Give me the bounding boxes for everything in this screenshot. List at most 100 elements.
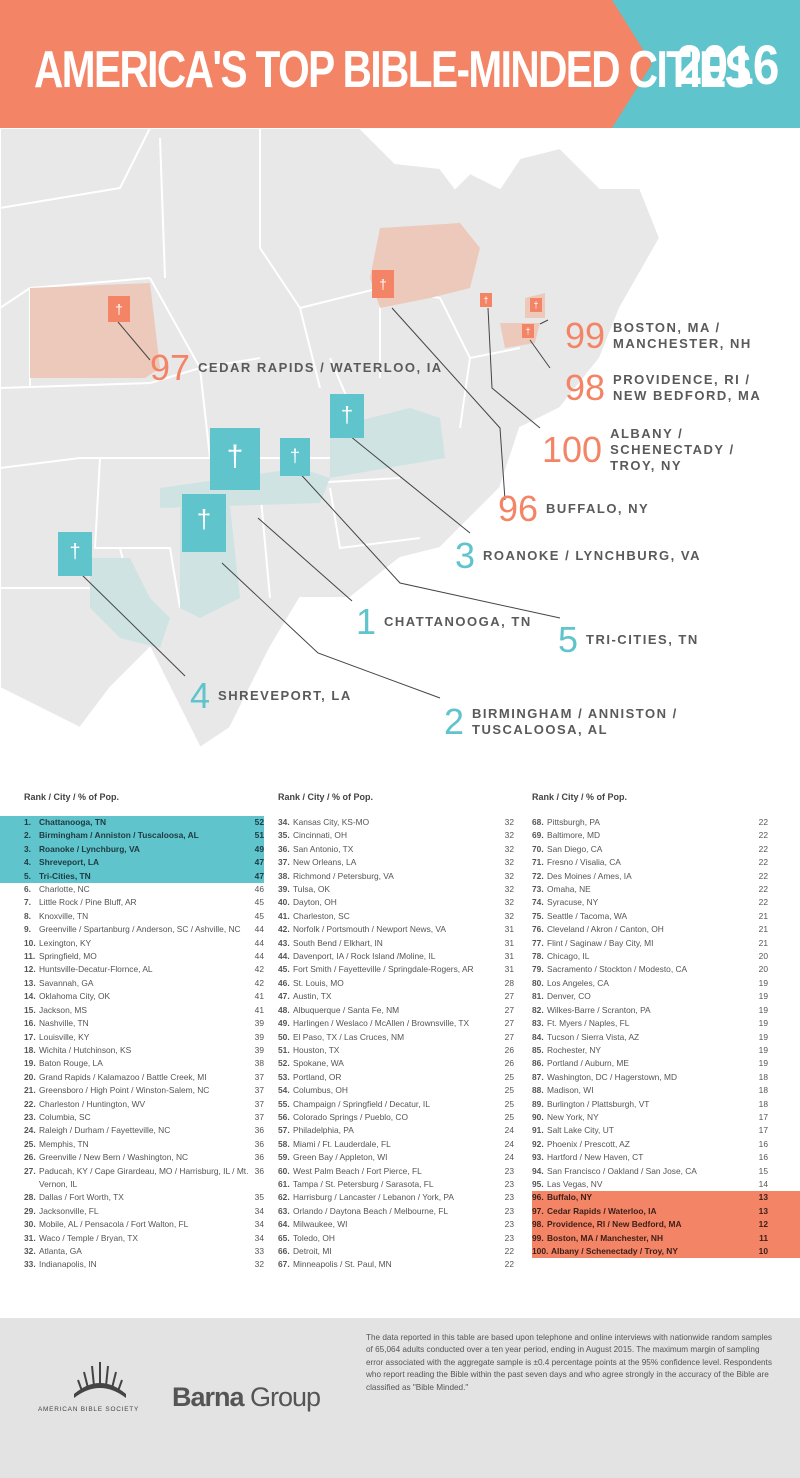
row-percent: 32 (504, 830, 514, 841)
abs-logo-icon (74, 1362, 126, 1398)
row-city: Wichita / Hutchinson, KS (39, 1044, 132, 1055)
header-bands (0, 0, 800, 128)
table-row: 22. Charleston / Huntington, WV 37 (24, 1098, 264, 1111)
row-rank: 3. (24, 843, 31, 854)
row-percent: 27 (504, 1004, 514, 1015)
row-percent: 22 (758, 830, 768, 841)
row-city: Hartford / New Haven, CT (547, 1152, 644, 1163)
row-percent: 37 (254, 1111, 264, 1122)
row-percent: 24 (504, 1152, 514, 1163)
book-icon-cedar-rapids: † (108, 296, 130, 322)
row-percent: 25 (504, 1098, 514, 1109)
row-rank: 30. (24, 1219, 36, 1230)
row-rank: 50. (278, 1031, 290, 1042)
row-rank: 90. (532, 1111, 544, 1122)
header-banner: AMERICA'S TOP BIBLE-MINDED CITIES 2016 (0, 0, 800, 128)
row-city: Buffalo, NY (547, 1192, 593, 1203)
row-rank: 27. (24, 1165, 36, 1176)
row-rank: 40. (278, 897, 290, 908)
row-rank: 39. (278, 884, 290, 895)
row-percent: 23 (504, 1232, 514, 1243)
table-row: 38. Richmond / Petersburg, VA 32 (278, 870, 514, 883)
row-percent: 19 (758, 977, 768, 988)
row-percent: 27 (504, 1031, 514, 1042)
table-row: 39. Tulsa, OK 32 (278, 883, 514, 896)
year-label: 2016 (676, 33, 779, 96)
row-rank: 16. (24, 1018, 36, 1029)
table-row: 79. Sacramento / Stockton / Modesto, CA 20 (532, 963, 768, 976)
row-percent: 17 (758, 1125, 768, 1136)
table-row: 57. Philadelphia, PA 24 (278, 1124, 514, 1137)
column-rows: 1. Chattanooga, TN 52 2. Birmingham / Annist… (0, 816, 264, 1272)
table-row: 4. Shreveport, LA 47 (0, 856, 264, 870)
row-rank: 74. (532, 897, 544, 908)
table-row: 94. San Francisco / Oakland / San Jose, C… (532, 1165, 768, 1178)
column-rows: 68. Pittsburgh, PA 22 69. Baltimore, MD 22 70.… (532, 816, 800, 1259)
row-rank: 66. (278, 1246, 290, 1256)
table-row: 81. Denver, CO 19 (532, 990, 768, 1003)
row-rank: 96. (532, 1192, 544, 1203)
table-row: 98. Providence, RI / New Bedford, MA 12 (532, 1218, 800, 1232)
table-row: 7. Little Rock / Pine Bluff, AR 45 (24, 896, 264, 909)
row-percent: 22 (758, 817, 768, 827)
row-city: Tampa / St. Petersburg / Sarasota, FL (293, 1178, 434, 1189)
row-rank: 12. (24, 964, 36, 975)
table-row: 43. South Bend / Elkhart, IN 31 (278, 937, 514, 950)
table-row: 69. Baltimore, MD 22 (532, 829, 768, 842)
row-percent: 32 (254, 1259, 264, 1270)
row-percent: 36 (254, 1165, 264, 1176)
row-rank: 79. (532, 964, 544, 975)
row-city: Harlingen / Weslaco / McAllen / Brownsvi… (293, 1018, 470, 1029)
table-row: 25. Memphis, TN 36 (24, 1138, 264, 1151)
region-la (90, 558, 170, 648)
book-icon-boston: † (530, 298, 542, 312)
row-city: Orlando / Daytona Beach / Melbourne, FL (293, 1205, 449, 1216)
row-rank: 32. (24, 1246, 36, 1256)
row-city: Portland / Auburn, ME (547, 1058, 629, 1069)
row-city: San Antonio, TX (293, 843, 354, 854)
row-city: Las Vegas, NV (547, 1178, 603, 1189)
row-city: Savannah, GA (39, 977, 94, 988)
row-city: Cleveland / Akron / Canton, OH (547, 924, 664, 935)
book-icon-albany: † (480, 293, 492, 307)
table-row: 88. Madison, WI 18 (532, 1084, 768, 1097)
row-rank: 78. (532, 951, 544, 962)
row-city: Boston, MA / Manchester, NH (547, 1232, 664, 1243)
row-city: Syracuse, NY (547, 897, 599, 908)
book-icon-chattanooga: † (210, 428, 260, 490)
row-city: Toledo, OH (293, 1232, 335, 1243)
row-city: Des Moines / Ames, IA (547, 870, 632, 881)
row-city: Harrisburg / Lancaster / Lebanon / York,… (293, 1192, 454, 1203)
row-rank: 34. (278, 817, 290, 827)
table-row: 76. Cleveland / Akron / Canton, OH 21 (532, 923, 768, 936)
row-city: Indianapolis, IN (39, 1259, 97, 1270)
row-rank: 84. (532, 1031, 544, 1042)
row-percent: 17 (758, 1111, 768, 1122)
row-city: Atlanta, GA (39, 1246, 82, 1256)
column-header: Rank / City / % of Pop. (532, 792, 628, 802)
callout-shreveport: 4 SHREVEPORT, LA (190, 678, 352, 714)
table-row: 67. Minneapolis / St. Paul, MN 22 (278, 1258, 514, 1271)
row-rank: 29. (24, 1205, 36, 1216)
table-row: 16. Nashville, TN 39 (24, 1017, 264, 1030)
row-percent: 47 (254, 857, 264, 868)
row-city: Knoxville, TN (39, 910, 89, 921)
row-percent: 12 (758, 1219, 768, 1230)
row-city: Charlotte, NC (39, 884, 90, 895)
row-percent: 22 (758, 884, 768, 895)
row-percent: 32 (504, 817, 514, 827)
row-percent: 32 (504, 910, 514, 921)
row-city: Columbus, OH (293, 1085, 348, 1096)
row-rank: 97. (532, 1205, 544, 1216)
row-percent: 18 (758, 1071, 768, 1082)
row-rank: 33. (24, 1259, 36, 1270)
svg-text:†: † (197, 504, 211, 534)
row-city: Chicago, IL (547, 951, 590, 962)
row-city: Memphis, TN (39, 1138, 89, 1149)
row-city: Milwaukee, WI (293, 1219, 348, 1230)
table-row: 90. New York, NY 17 (532, 1111, 768, 1124)
row-city: Richmond / Petersburg, VA (293, 870, 394, 881)
row-rank: 28. (24, 1192, 36, 1203)
row-percent: 13 (758, 1192, 768, 1203)
row-rank: 22. (24, 1098, 36, 1109)
